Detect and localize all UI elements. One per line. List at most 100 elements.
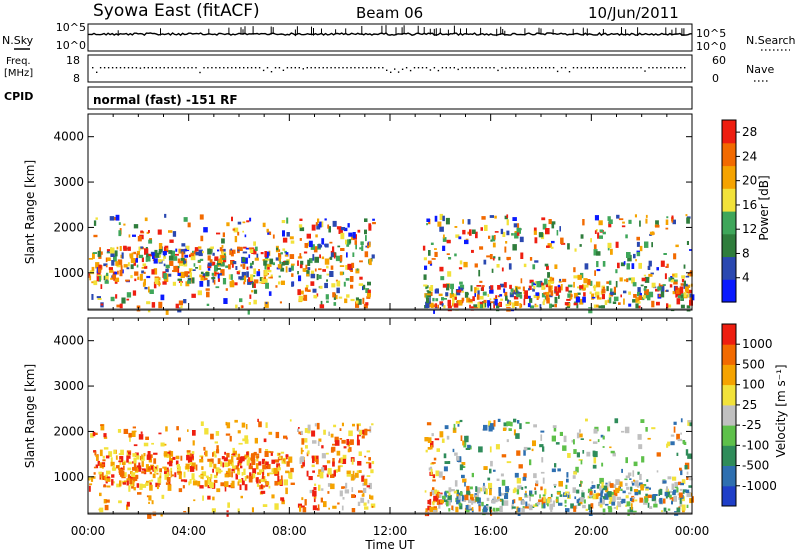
echo-cell	[253, 268, 256, 275]
echo-cell	[265, 449, 269, 451]
echo-cell	[348, 239, 352, 244]
echo-cell	[646, 277, 650, 279]
echo-cell	[499, 294, 503, 297]
echo-cell	[219, 247, 223, 252]
echo-cell	[114, 277, 120, 282]
colorbar-segment	[722, 364, 736, 386]
echo-cell	[256, 271, 261, 277]
echo-cell	[689, 498, 692, 504]
echo-cell	[474, 263, 478, 268]
echo-cell	[317, 474, 320, 477]
echo-cell	[302, 507, 307, 513]
echo-cell	[333, 424, 337, 428]
echo-cell	[608, 297, 612, 304]
frequency-dot	[286, 67, 289, 69]
colorbar-segment	[722, 384, 736, 406]
echo-cell	[662, 284, 666, 286]
frequency-dot	[96, 71, 98, 73]
frequency-dot	[350, 67, 352, 69]
echo-cell	[163, 451, 168, 457]
echo-cell	[426, 285, 429, 289]
echo-cell	[599, 485, 602, 491]
echo-cell	[279, 301, 282, 304]
echo-cell	[183, 471, 186, 478]
echo-cell	[686, 217, 690, 224]
frequency-dot	[600, 67, 602, 69]
echo-cell	[129, 437, 131, 442]
echo-cell	[302, 459, 305, 465]
echo-cell	[483, 259, 487, 265]
echo-cell	[177, 267, 180, 273]
echo-cell	[459, 503, 463, 510]
echo-cell	[589, 439, 592, 442]
echo-cell	[626, 252, 631, 258]
echo-cell	[519, 236, 524, 243]
echo-cell	[355, 244, 357, 250]
echo-cell	[478, 505, 481, 512]
echo-cell	[212, 452, 214, 457]
echo-cell	[366, 450, 371, 453]
echo-cell	[529, 496, 531, 502]
echo-cell	[165, 264, 170, 269]
echo-cell	[356, 470, 360, 473]
echo-cell	[587, 488, 593, 494]
echo-cell	[658, 294, 661, 298]
echo-cell	[355, 301, 360, 308]
echo-cell	[628, 219, 632, 224]
echo-cell	[484, 224, 488, 231]
echo-cell	[129, 253, 133, 257]
echo-cell	[517, 507, 521, 512]
colorbar-tick-label: 24	[742, 149, 757, 163]
echo-cell	[352, 232, 356, 239]
echo-cell	[283, 479, 288, 486]
cpid-value: normal (fast) -151 RF	[93, 93, 238, 107]
echo-cell	[538, 232, 544, 238]
echo-cell	[199, 214, 204, 220]
echo-cell	[462, 229, 466, 235]
echo-cell	[247, 308, 250, 315]
echo-cell	[231, 456, 234, 463]
echo-cell	[99, 507, 104, 513]
echo-cell	[315, 234, 318, 238]
echo-cell	[498, 256, 501, 261]
echo-cell	[532, 288, 535, 292]
echo-cell	[566, 478, 569, 483]
echo-cell	[542, 494, 546, 497]
echo-cell	[211, 508, 216, 513]
echo-cell	[119, 246, 122, 251]
echo-cell	[133, 224, 139, 229]
echo-cell	[144, 248, 149, 255]
frequency-dot	[509, 67, 511, 69]
echo-cell	[321, 256, 325, 260]
echo-cell	[366, 429, 371, 432]
echo-cell	[100, 424, 104, 426]
echo-cell	[630, 486, 633, 492]
echo-cell	[322, 465, 327, 471]
echo-cell	[284, 260, 289, 266]
echo-cell	[277, 480, 282, 485]
echo-cell	[266, 464, 271, 470]
echo-cell	[599, 229, 603, 233]
echo-cell	[371, 254, 375, 259]
echo-cell	[364, 218, 368, 222]
echo-cell	[187, 222, 191, 228]
echo-cell	[624, 478, 628, 481]
echo-cell	[127, 467, 132, 471]
echo-cell	[254, 257, 259, 261]
echo-cell	[258, 421, 262, 428]
echo-cell	[216, 263, 221, 266]
echo-cell	[478, 301, 483, 305]
echo-cell	[497, 496, 500, 500]
echo-cell	[625, 495, 629, 499]
echo-cell	[252, 261, 254, 265]
echo-cell	[231, 468, 235, 472]
echo-cell	[670, 434, 675, 437]
echo-cell	[91, 266, 95, 271]
echo-cell	[493, 301, 496, 304]
echo-cell	[573, 281, 575, 288]
echo-cell	[246, 451, 249, 456]
echo-cell	[99, 247, 101, 253]
echo-cell	[170, 458, 173, 463]
echo-cell	[543, 299, 546, 302]
freq-left-tick-high: 18	[66, 54, 80, 67]
